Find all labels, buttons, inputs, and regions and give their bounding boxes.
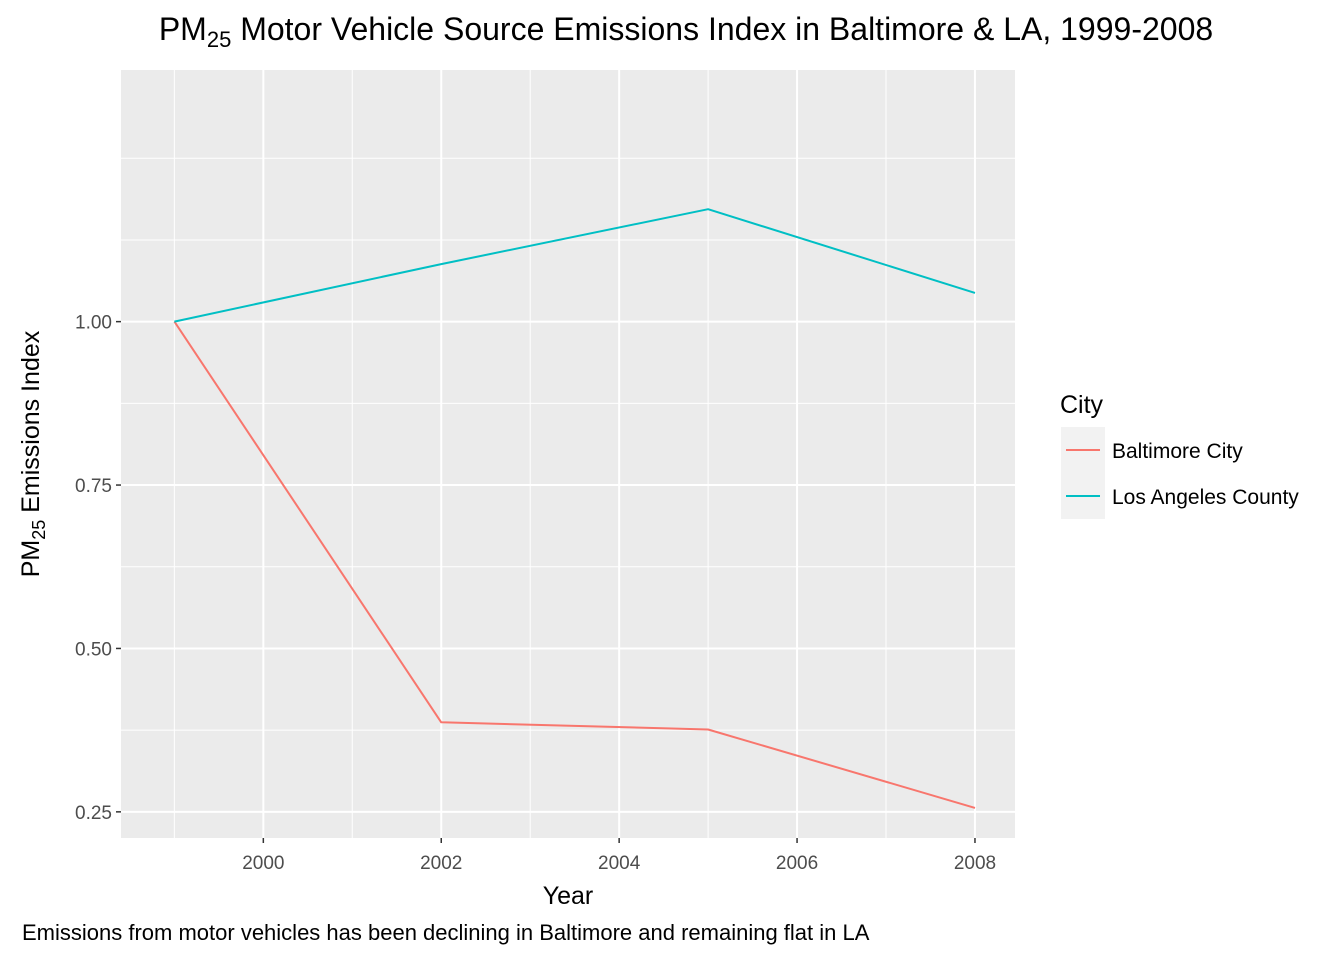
chart-title-subscript: 25	[207, 27, 231, 52]
y-tick-label: 0.25	[75, 803, 112, 824]
y-axis: 0.25 0.50 0.75 1.00	[75, 313, 121, 824]
x-tick-label: 2006	[776, 853, 818, 874]
plot-panel	[121, 70, 1015, 838]
series-line-los-angeles-county	[174, 208, 976, 323]
chart-caption: Emissions from motor vehicles has been d…	[22, 920, 870, 945]
chart-title: PM25 Motor Vehicle Source Emissions Inde…	[159, 11, 1213, 52]
x-tick-label: 2004	[598, 853, 641, 874]
y-tick-label: 0.75	[75, 476, 112, 497]
chart-title-rest: Motor Vehicle Source Emissions Index in …	[231, 11, 1213, 47]
x-axis: 2000 2002 2004 2006 2008	[242, 838, 996, 874]
y-axis-title-prefix: PM	[17, 540, 45, 578]
legend-label-baltimore-city: Baltimore City	[1112, 440, 1243, 463]
y-axis-title-subscript: 25	[29, 520, 49, 540]
y-axis-title-rest: Emissions Index	[17, 330, 45, 519]
grid-major	[121, 70, 1015, 838]
legend-label-los-angeles-county: Los Angeles County	[1112, 486, 1299, 509]
legend: City Baltimore City Los Angeles County	[1060, 391, 1299, 519]
grid-minor	[121, 70, 1015, 838]
y-axis-title: PM25 Emissions Index	[17, 330, 49, 577]
y-tick-label: 0.50	[75, 639, 112, 660]
series-lines	[173, 208, 976, 809]
x-tick-label: 2008	[954, 853, 996, 874]
y-tick-label: 1.00	[75, 313, 112, 334]
chart-title-prefix: PM	[159, 11, 207, 47]
x-tick-label: 2002	[420, 853, 462, 874]
series-line-baltimore-city	[173, 321, 976, 809]
x-axis-title: Year	[543, 882, 594, 910]
legend-title: City	[1060, 391, 1104, 419]
x-tick-label: 2000	[242, 853, 284, 874]
